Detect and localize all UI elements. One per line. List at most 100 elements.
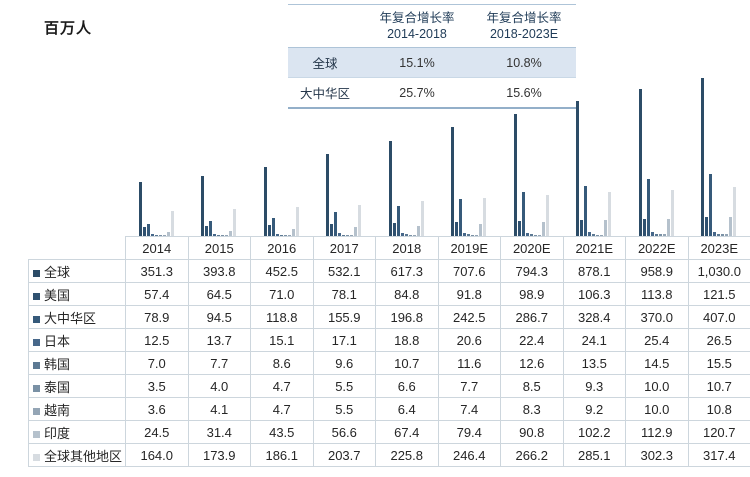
- bar-全球其他地区-2014: [170, 211, 174, 236]
- bar-泰国-2023E: [721, 234, 725, 236]
- bar-日本-2023E: [713, 232, 717, 236]
- value-cell: 173.9: [187, 443, 251, 467]
- bar-越南-2022E: [662, 234, 666, 236]
- cagr-header-row: 年复合增长率 2014-2018 年复合增长率 2018-2023E: [288, 4, 576, 49]
- series-label-cell: 全球: [28, 259, 126, 283]
- bar-韩国-2021E: [592, 234, 596, 236]
- cagr-header-blank-cell: [288, 4, 362, 49]
- cagr-value: 15.1%: [362, 47, 472, 79]
- value-cell: 9.6: [312, 351, 376, 375]
- series-label-cell: 印度: [28, 420, 126, 444]
- value-cell: 11.6: [437, 351, 501, 375]
- bar-美国-2022E: [642, 219, 646, 236]
- value-cell: 78.9: [125, 305, 189, 329]
- bar-越南-2015: [225, 235, 229, 236]
- value-cell: 4.0: [187, 374, 251, 398]
- value-cell: 7.7: [437, 374, 501, 398]
- bar-越南-2014: [162, 235, 166, 236]
- series-label-cell: 大中华区: [28, 305, 126, 329]
- value-cell: 18.8: [375, 328, 439, 352]
- cagr-row-全球: 全球 15.1% 10.8%: [288, 47, 576, 79]
- year-header-cell: 2021E: [562, 236, 626, 260]
- value-cell: 8.6: [250, 351, 314, 375]
- value-cell: 286.7: [500, 305, 564, 329]
- table-row-日本: 日本 12.5 13.7 15.1 17.1 18.8 20.6 22.4 24.1 25.4 26…: [28, 328, 750, 352]
- value-cell: 317.4: [687, 443, 750, 467]
- value-cell: 10.7: [375, 351, 439, 375]
- bar-越南-2023E: [725, 234, 729, 236]
- table-row-全球其他地区: 全球其他地区 164.0 173.9 186.1 203.7 225.8 246.4 266.…: [28, 443, 750, 467]
- table-row-美国: 美国 57.4 64.5 71.0 78.1 84.8 91.8 98.9 106.3 113.8…: [28, 282, 750, 306]
- value-cell: 71.0: [250, 282, 314, 306]
- cagr-row-大中华区: 大中华区 25.7% 15.6%: [288, 78, 576, 109]
- bar-大中华区-2015: [209, 221, 213, 236]
- value-cell: 57.4: [125, 282, 189, 306]
- bar-全球-2021E: [576, 101, 580, 236]
- bar-韩国-2020E: [529, 234, 533, 236]
- bar-全球-2017: [326, 154, 330, 236]
- bar-group-2020E: [500, 0, 563, 236]
- bar-日本-2015: [213, 234, 217, 236]
- table-row-韩国: 韩国 7.0 7.7 8.6 9.6 10.7 11.6 12.6 13.5 14.5 15.5: [28, 351, 750, 375]
- bar-全球其他地区-2017: [358, 205, 362, 236]
- value-cell: 15.1: [250, 328, 314, 352]
- bar-越南-2018: [412, 235, 416, 236]
- table-row-印度: 印度 24.5 31.4 43.5 56.6 67.4 79.4 90.8 102.2 112.9…: [28, 420, 750, 444]
- bar-越南-2016: [287, 235, 291, 236]
- bar-韩国-2014: [154, 235, 158, 236]
- bar-泰国-2014: [158, 235, 162, 236]
- bar-印度-2021E: [604, 220, 608, 236]
- bar-美国-2021E: [580, 220, 584, 236]
- bar-印度-2020E: [541, 222, 545, 236]
- bar-印度-2016: [291, 229, 295, 236]
- bar-美国-2014: [142, 227, 146, 236]
- value-cell: 79.4: [437, 420, 501, 444]
- value-cell: 56.6: [312, 420, 376, 444]
- cagr-value: 25.7%: [399, 85, 435, 100]
- cagr-value: 15.6%: [506, 85, 542, 100]
- bar-韩国-2015: [217, 235, 221, 236]
- table-row-全球: 全球 351.3 393.8 452.5 532.1 617.3 707.6 794.3 878…: [28, 259, 750, 283]
- value-cell: 15.5: [687, 351, 750, 375]
- data-table: 2014 2015 2016 2017 2018 2019E 2020E 2021E 2022E…: [28, 236, 750, 467]
- bar-group-2023E: [688, 0, 750, 236]
- bar-韩国-2022E: [654, 234, 658, 236]
- value-cell: 64.5: [187, 282, 251, 306]
- value-cell: 5.5: [312, 397, 376, 421]
- bar-泰国-2016: [283, 235, 287, 236]
- bar-韩国-2018: [404, 234, 408, 236]
- value-cell: 285.1: [562, 443, 626, 467]
- value-cell: 17.1: [312, 328, 376, 352]
- bar-美国-2020E: [517, 221, 521, 236]
- value-cell: 13.5: [562, 351, 626, 375]
- series-label-cell: 越南: [28, 397, 126, 421]
- bar-全球其他地区-2015: [233, 209, 237, 236]
- value-cell: 196.8: [375, 305, 439, 329]
- value-cell: 10.0: [625, 374, 689, 398]
- bar-日本-2020E: [525, 233, 529, 236]
- series-label: 越南: [44, 402, 71, 418]
- value-cell: 7.0: [125, 351, 189, 375]
- value-cell: 8.3: [500, 397, 564, 421]
- value-cell: 14.5: [625, 351, 689, 375]
- value-cell: 84.8: [375, 282, 439, 306]
- bar-越南-2019E: [475, 235, 479, 236]
- bar-泰国-2020E: [533, 235, 537, 236]
- bar-group-2018: [375, 0, 438, 236]
- bar-group-2022E: [625, 0, 688, 236]
- value-cell: 43.5: [250, 420, 314, 444]
- series-label: 美国: [44, 287, 71, 303]
- value-cell: 20.6: [437, 328, 501, 352]
- value-cell: 7.7: [187, 351, 251, 375]
- cagr-row-label: 全球: [288, 47, 362, 79]
- bar-全球-2020E: [513, 114, 517, 236]
- value-cell: 91.8: [437, 282, 501, 306]
- y-axis-unit-label: 百万人: [44, 20, 93, 37]
- bar-韩国-2019E: [467, 234, 471, 236]
- series-label: 日本: [44, 333, 71, 349]
- bar-全球-2023E: [701, 78, 705, 236]
- cagr-row-label: 大中华区: [299, 87, 350, 102]
- bar-美国-2015: [205, 226, 209, 236]
- value-cell: 12.6: [500, 351, 564, 375]
- legend-marker-icon: [33, 269, 40, 277]
